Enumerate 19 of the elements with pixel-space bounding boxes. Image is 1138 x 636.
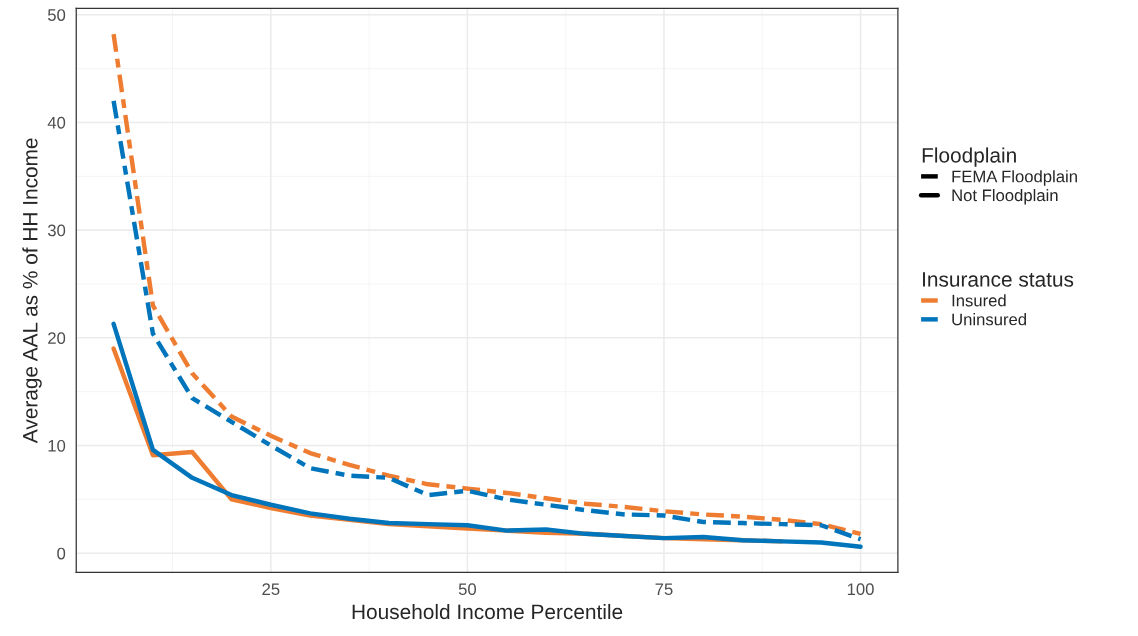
y-tick-label: 20 — [48, 332, 66, 345]
legend-label: Insured — [952, 294, 1006, 307]
line-series — [111, 321, 863, 549]
y-tick-label: 30 — [47, 224, 66, 237]
x-tick-label: 100 — [847, 583, 874, 596]
y-tick-label: 40 — [47, 116, 66, 129]
text: FEMA Floodplain — [952, 170, 1077, 186]
y-tick-label: 50 — [47, 9, 66, 21]
text: Not Floodplain — [952, 189, 1058, 205]
x-tick-label: 25 — [262, 583, 280, 596]
x-tick-label: 75 — [655, 583, 673, 596]
legend-label: Uninsured — [952, 313, 1026, 326]
x-tick-label: 50 — [458, 583, 477, 596]
y-tick-label: 0 — [57, 547, 66, 560]
x-axis-title: Household Income Percentile — [352, 603, 623, 620]
y-axis-title: Average AAL as % of HH Income — [22, 138, 42, 444]
text: Floodplain — [922, 147, 1016, 167]
text: Insurance status — [923, 272, 1074, 287]
y-tick-label: 10 — [48, 439, 66, 452]
